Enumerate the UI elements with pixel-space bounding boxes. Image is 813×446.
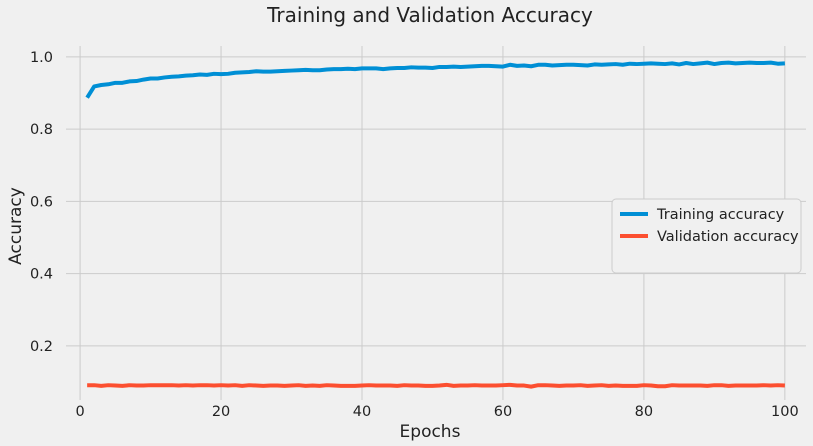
x-tick-label: 80 <box>635 404 653 420</box>
y-tick-label: 0.8 <box>30 122 53 138</box>
legend: Training accuracy Validation accuracy <box>611 198 802 274</box>
series-line-training <box>85 60 785 99</box>
legend-box <box>611 198 802 274</box>
chart-title: Training and Validation Accuracy <box>266 3 593 27</box>
legend-label-training: Training accuracy <box>656 207 785 223</box>
y-tick-label: 1.0 <box>30 50 53 66</box>
series-line-validation <box>87 382 785 389</box>
x-tick-label: 100 <box>771 404 799 420</box>
legend-label-validation: Validation accuracy <box>657 229 799 245</box>
series-lines <box>85 60 785 389</box>
y-tick-label: 0.4 <box>30 267 53 283</box>
x-tick-label: 0 <box>75 404 84 420</box>
y-tick-label: 0.6 <box>30 194 53 210</box>
x-tick-label: 60 <box>494 404 512 420</box>
x-tick-label: 40 <box>353 404 371 420</box>
x-axis-label: Epochs <box>400 422 461 442</box>
y-tick-labels: 0.2 0.4 0.6 0.8 1.0 <box>30 50 53 355</box>
y-tick-label: 0.2 <box>30 339 53 355</box>
y-axis-label: Accuracy <box>6 187 26 265</box>
x-tick-labels: 0 20 40 60 80 100 <box>75 404 798 420</box>
x-tick-label: 20 <box>212 404 230 420</box>
